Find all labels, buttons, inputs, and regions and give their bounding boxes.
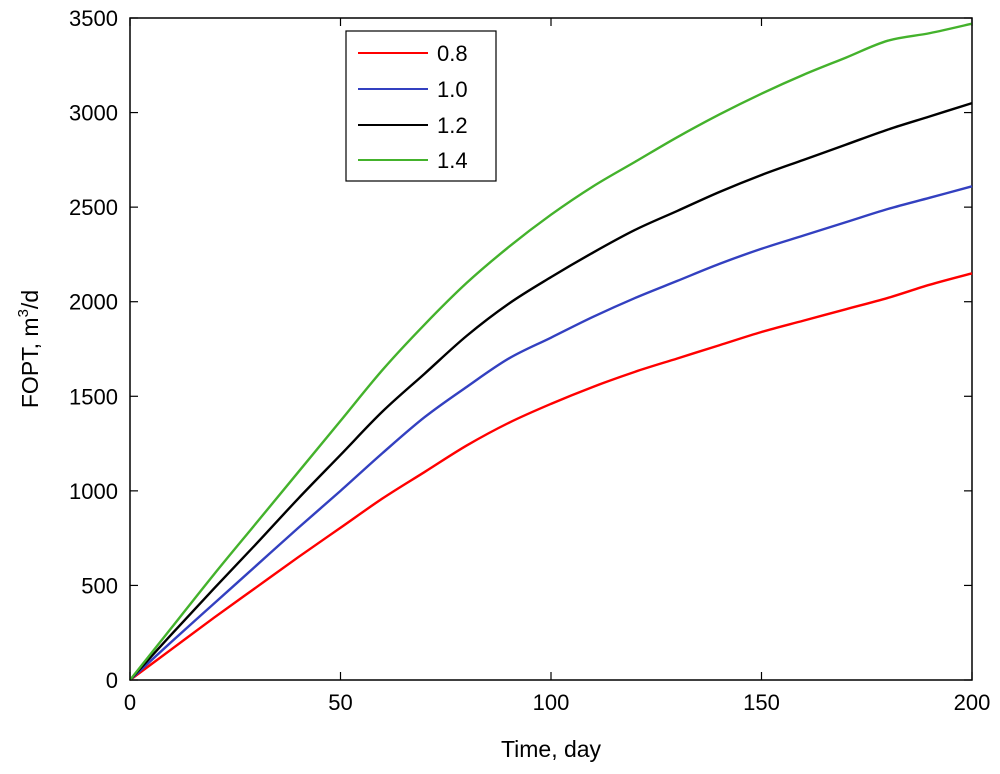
plot-area [129, 17, 973, 681]
x-tick-label: 100 [533, 690, 570, 715]
x-tick-label: 50 [328, 690, 352, 715]
legend-label-1-4: 1.4 [437, 148, 468, 173]
y-axis-label-main: FOPT, m [17, 317, 43, 408]
series-line-1-4 [129, 22, 973, 681]
y-axis-label: FOPT, m3/d [15, 290, 43, 408]
series-line-1-0 [129, 185, 973, 681]
legend-label-0-8: 0.8 [437, 41, 468, 66]
y-axis-label-superscript: 3 [15, 309, 32, 317]
y-axis-label-tail: /d [17, 290, 43, 309]
series-line-0-8 [129, 272, 973, 681]
series-line-1-2 [129, 101, 973, 681]
legend-box [345, 30, 497, 182]
x-axis-label: Time, day [501, 736, 602, 762]
legend-label-1-2: 1.2 [437, 113, 468, 138]
series-layer [129, 22, 973, 681]
x-tick-label: 150 [743, 690, 780, 715]
y-tick-label: 1000 [69, 479, 118, 504]
y-tick-label: 1500 [69, 384, 118, 409]
y-tick-label: 0 [106, 668, 118, 693]
legend: 0.8 1.0 1.2 1.4 [345, 30, 497, 182]
y-tick-label: 3500 [69, 6, 118, 31]
legend-label-1-0: 1.0 [437, 77, 468, 102]
y-tick-label: 3000 [69, 101, 118, 126]
y-tick-label: 500 [81, 573, 118, 598]
y-tick-label: 2000 [69, 290, 118, 315]
y-tick-label: 2500 [69, 195, 118, 220]
x-tick-label: 200 [954, 690, 991, 715]
x-tick-label: 0 [124, 690, 136, 715]
